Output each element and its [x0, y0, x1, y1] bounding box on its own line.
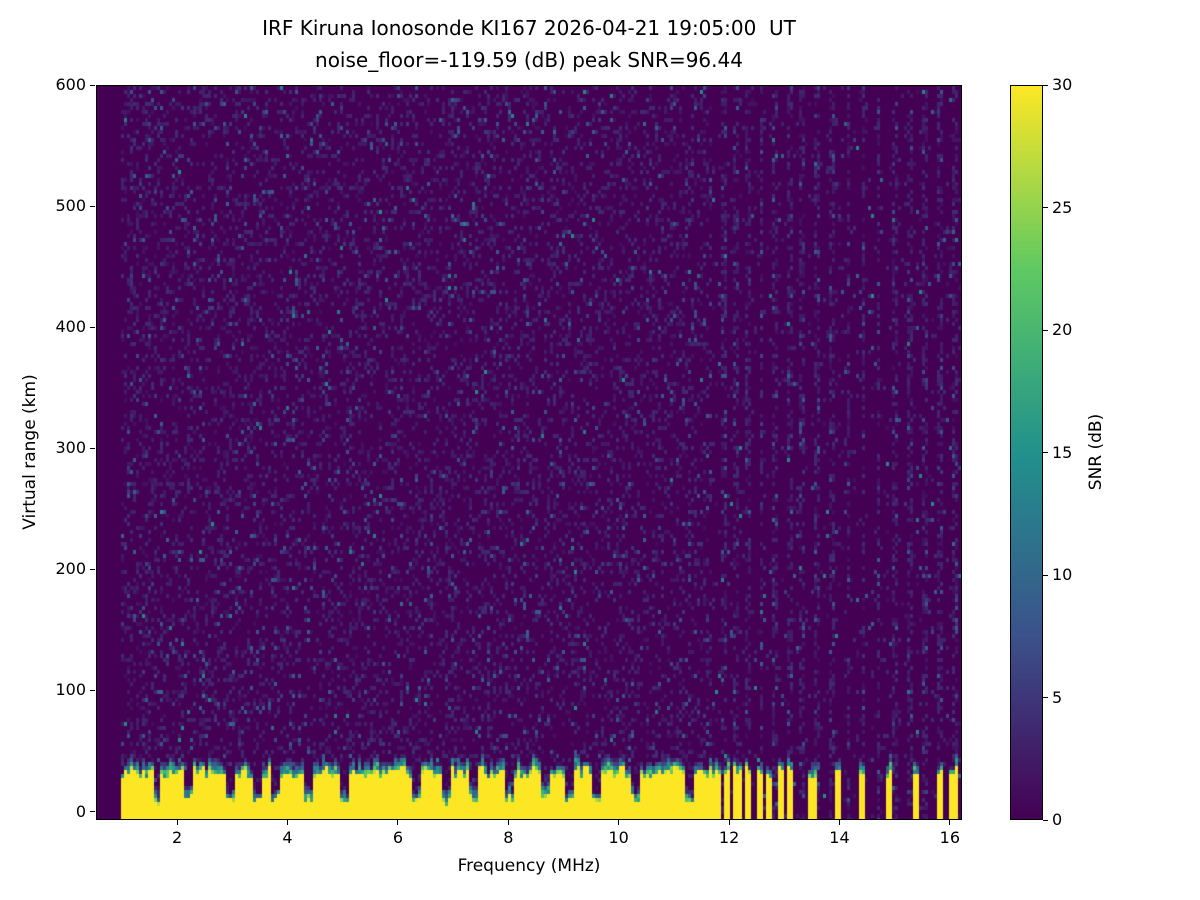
colorbar-tick-mark	[1043, 452, 1048, 453]
x-tick-mark	[728, 820, 730, 825]
colorbar-tick-label: 0	[1052, 810, 1063, 829]
x-tick-label: 2	[172, 828, 183, 847]
y-tick-label: 300	[55, 438, 86, 458]
y-tick-mark	[90, 447, 95, 449]
y-tick-mark	[90, 811, 95, 813]
y-tick-label: 400	[55, 317, 86, 337]
x-tick-mark	[397, 820, 399, 825]
x-tick-label: 6	[392, 828, 403, 847]
x-tick-label: 4	[282, 828, 293, 847]
colorbar-tick-label: 20	[1052, 320, 1073, 339]
x-tick-label: 14	[829, 828, 850, 847]
colorbar-tick-mark	[1043, 574, 1048, 576]
colorbar-tick-label: 5	[1052, 687, 1063, 707]
y-tick-label: 0	[75, 801, 86, 821]
colorbar-tick-mark	[1043, 819, 1048, 821]
x-tick-label: 12	[718, 828, 740, 847]
y-tick-mark	[90, 84, 95, 86]
colorbar-tick-label: 25	[1052, 197, 1073, 217]
ionogram-heatmap-canvas	[97, 86, 961, 819]
y-tick-label: 500	[55, 196, 86, 216]
colorbar-tick-mark	[1043, 329, 1048, 331]
colorbar-tick-mark	[1043, 84, 1048, 86]
x-tick-mark	[838, 820, 840, 825]
x-tick-mark	[176, 820, 178, 825]
colorbar-tick-mark	[1043, 697, 1048, 698]
x-tick-label: 16	[939, 828, 961, 847]
colorbar-tick-mark	[1043, 207, 1048, 208]
y-tick-mark	[90, 568, 95, 570]
y-tick-label: 100	[55, 680, 86, 700]
y-tick-mark	[90, 689, 95, 691]
chart-title: IRF Kiruna Ionosonde KI167 2026-04-21 19…	[262, 16, 796, 40]
chart-subtitle: noise_floor=-119.59 (dB) peak SNR=96.44	[315, 48, 743, 72]
plot-area	[96, 85, 962, 820]
y-tick-label: 200	[55, 559, 86, 579]
colorbar-tick-label: 30	[1052, 75, 1073, 94]
y-tick-mark	[90, 205, 95, 207]
x-tick-mark	[287, 820, 289, 825]
colorbar-label: SNR (dB)	[1086, 413, 1106, 491]
x-tick-label: 10	[608, 828, 629, 847]
y-tick-label: 600	[55, 75, 86, 94]
x-tick-mark	[618, 820, 620, 825]
colorbar	[1010, 85, 1043, 820]
x-axis-label: Frequency (MHz)	[457, 856, 601, 876]
colorbar-gradient-canvas	[1011, 86, 1042, 819]
x-tick-label: 8	[503, 828, 514, 847]
colorbar-tick-label: 15	[1052, 442, 1073, 462]
y-tick-mark	[90, 326, 95, 328]
x-tick-mark	[949, 820, 951, 825]
colorbar-tick-label: 10	[1052, 565, 1073, 584]
x-tick-mark	[507, 820, 509, 825]
